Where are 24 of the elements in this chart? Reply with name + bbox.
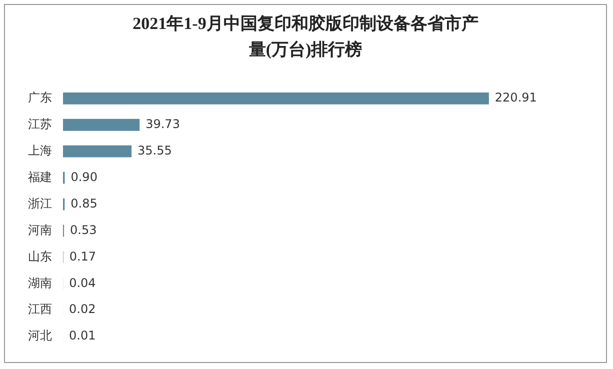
y-tick-label: 湖南 — [28, 276, 52, 290]
data-label: 39.73 — [146, 117, 180, 132]
y-tick-label: 福建 — [28, 170, 52, 184]
data-label: 0.01 — [69, 328, 96, 343]
data-label: 0.90 — [70, 170, 98, 184]
y-tick-label: 浙江 — [28, 196, 52, 210]
data-label: 0.17 — [69, 249, 96, 264]
data-label: 35.55 — [138, 143, 172, 158]
data-label: 0.02 — [69, 302, 96, 316]
bar — [63, 145, 132, 158]
data-label: 0.04 — [69, 276, 96, 290]
y-tick-label: 山东 — [28, 249, 52, 264]
y-tick-label: 江苏 — [28, 117, 52, 132]
y-tick-label: 河南 — [28, 222, 52, 237]
bar — [63, 118, 140, 131]
y-tick-label: 广东 — [28, 90, 52, 105]
data-label: 0.53 — [70, 222, 97, 237]
data-label: 0.85 — [70, 196, 98, 210]
y-tick-label: 上海 — [28, 143, 52, 158]
y-tick-label: 河北 — [28, 328, 52, 343]
bar — [63, 92, 489, 104]
chart-title: 2021年1-9月中国复印和胶版印制设备各省市产量(万台)排行榜 — [132, 13, 480, 61]
data-label: 220.91 — [494, 90, 537, 105]
y-tick-label: 江西 — [28, 302, 52, 316]
